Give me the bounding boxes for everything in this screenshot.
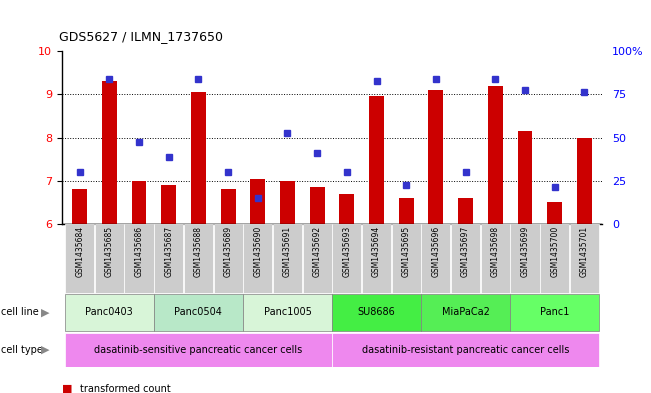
Text: GSM1435686: GSM1435686	[135, 226, 143, 277]
Bar	[221, 189, 236, 224]
Bar	[161, 185, 176, 224]
FancyBboxPatch shape	[154, 294, 243, 331]
FancyBboxPatch shape	[480, 224, 510, 293]
FancyBboxPatch shape	[332, 224, 361, 293]
FancyBboxPatch shape	[421, 224, 450, 293]
Text: Panc1005: Panc1005	[264, 307, 311, 318]
Bar	[428, 90, 443, 224]
Bar	[577, 138, 592, 224]
Text: cell line: cell line	[1, 307, 38, 318]
Text: GSM1435701: GSM1435701	[580, 226, 589, 277]
Text: dasatinib-sensitive pancreatic cancer cells: dasatinib-sensitive pancreatic cancer ce…	[94, 345, 303, 355]
FancyBboxPatch shape	[332, 294, 421, 331]
Text: GSM1435691: GSM1435691	[283, 226, 292, 277]
FancyBboxPatch shape	[540, 224, 569, 293]
Text: MiaPaCa2: MiaPaCa2	[441, 307, 490, 318]
Text: GSM1435692: GSM1435692	[312, 226, 322, 277]
FancyBboxPatch shape	[124, 224, 154, 293]
Text: GSM1435695: GSM1435695	[402, 226, 411, 277]
FancyBboxPatch shape	[243, 294, 332, 331]
FancyBboxPatch shape	[392, 224, 421, 293]
FancyBboxPatch shape	[303, 224, 332, 293]
Bar	[369, 96, 384, 224]
Text: ▶: ▶	[41, 307, 49, 318]
Text: GSM1435689: GSM1435689	[223, 226, 232, 277]
Text: GSM1435684: GSM1435684	[75, 226, 84, 277]
Text: GSM1435697: GSM1435697	[461, 226, 470, 277]
Bar	[72, 189, 87, 224]
FancyBboxPatch shape	[95, 224, 124, 293]
Text: cell type: cell type	[1, 345, 42, 355]
FancyBboxPatch shape	[510, 224, 540, 293]
Text: Panc0403: Panc0403	[85, 307, 133, 318]
Text: GSM1435694: GSM1435694	[372, 226, 381, 277]
Bar	[458, 198, 473, 224]
Text: ■: ■	[62, 384, 72, 393]
FancyBboxPatch shape	[362, 224, 391, 293]
Text: ▶: ▶	[41, 345, 49, 355]
FancyBboxPatch shape	[451, 224, 480, 293]
Bar	[518, 131, 533, 224]
FancyBboxPatch shape	[65, 294, 154, 331]
Text: GDS5627 / ILMN_1737650: GDS5627 / ILMN_1737650	[59, 30, 223, 43]
Text: GSM1435685: GSM1435685	[105, 226, 114, 277]
Text: GSM1435699: GSM1435699	[521, 226, 529, 277]
Text: Panc1: Panc1	[540, 307, 570, 318]
Text: SU8686: SU8686	[357, 307, 395, 318]
FancyBboxPatch shape	[184, 224, 213, 293]
Bar	[280, 181, 295, 224]
Bar	[102, 81, 117, 224]
FancyBboxPatch shape	[214, 224, 243, 293]
FancyBboxPatch shape	[570, 224, 599, 293]
FancyBboxPatch shape	[332, 333, 599, 367]
Text: GSM1435690: GSM1435690	[253, 226, 262, 277]
FancyBboxPatch shape	[243, 224, 272, 293]
FancyBboxPatch shape	[154, 224, 184, 293]
Bar	[251, 178, 265, 224]
Bar	[399, 198, 413, 224]
Bar	[547, 202, 562, 224]
Text: Panc0504: Panc0504	[174, 307, 223, 318]
FancyBboxPatch shape	[273, 224, 302, 293]
Bar	[339, 194, 354, 224]
Text: GSM1435700: GSM1435700	[550, 226, 559, 277]
Text: GSM1435698: GSM1435698	[491, 226, 500, 277]
Text: dasatinib-resistant pancreatic cancer cells: dasatinib-resistant pancreatic cancer ce…	[362, 345, 569, 355]
FancyBboxPatch shape	[65, 224, 94, 293]
Text: GSM1435687: GSM1435687	[164, 226, 173, 277]
Bar	[191, 92, 206, 224]
Bar	[132, 181, 146, 224]
FancyBboxPatch shape	[421, 294, 510, 331]
FancyBboxPatch shape	[510, 294, 599, 331]
Bar	[488, 86, 503, 224]
Bar	[310, 187, 325, 224]
FancyBboxPatch shape	[65, 333, 332, 367]
Text: GSM1435693: GSM1435693	[342, 226, 352, 277]
Text: GSM1435688: GSM1435688	[194, 226, 203, 277]
Text: GSM1435696: GSM1435696	[432, 226, 441, 277]
Text: transformed count: transformed count	[80, 384, 171, 393]
